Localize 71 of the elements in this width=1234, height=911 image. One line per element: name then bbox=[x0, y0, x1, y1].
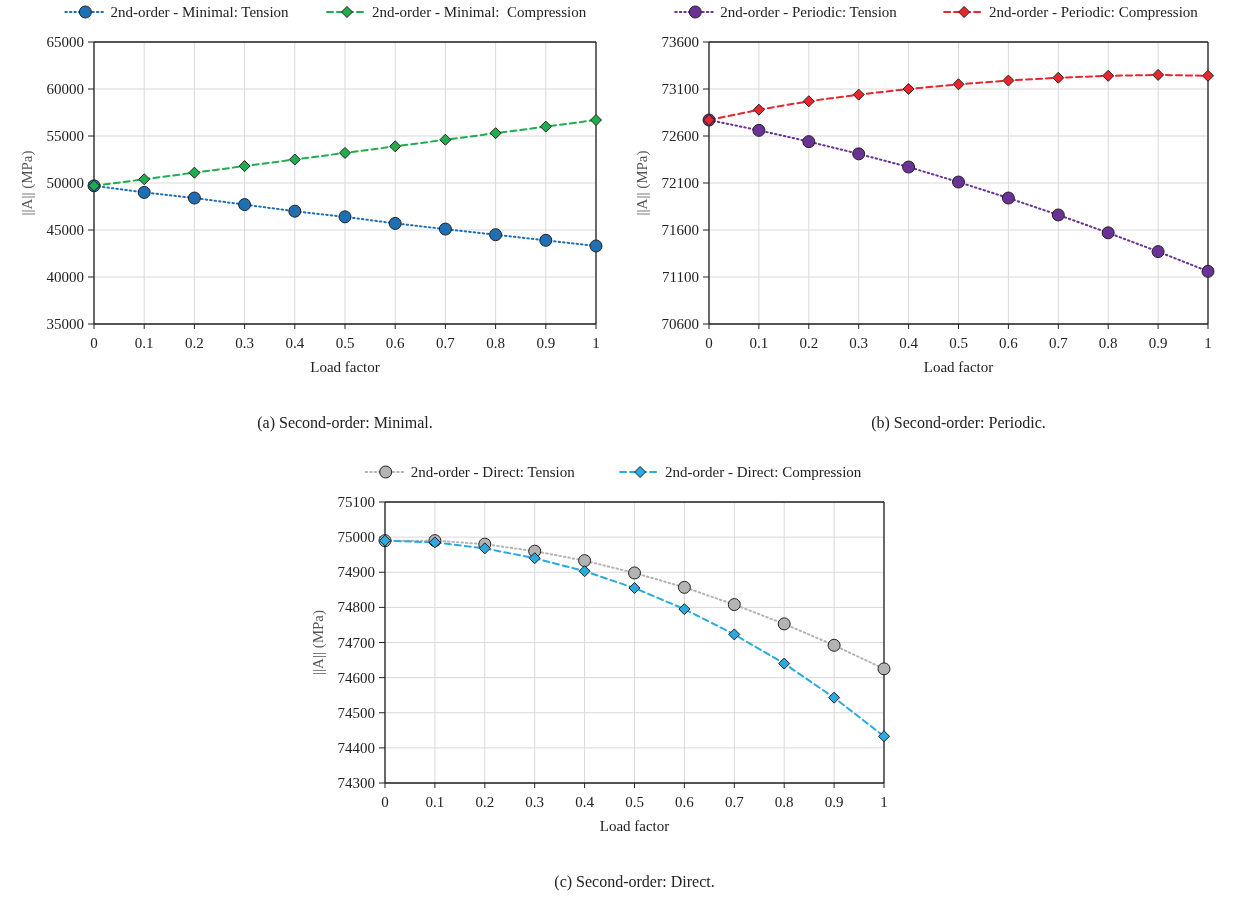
legend-label: 2nd-order - Minimal: Tension bbox=[110, 4, 290, 20]
y-tick-label: 74500 bbox=[337, 704, 375, 721]
y-tick-label: 72100 bbox=[661, 175, 699, 191]
x-tick-label: 0 bbox=[705, 335, 713, 351]
y-tick-label: 74900 bbox=[337, 564, 375, 581]
x-tick-label: 0.3 bbox=[849, 335, 869, 351]
y-tick-label: 74800 bbox=[337, 599, 375, 616]
x-tick-label: 0.7 bbox=[436, 335, 456, 351]
x-tick-label: 0.9 bbox=[1148, 335, 1168, 351]
y-tick-label: 75000 bbox=[337, 529, 375, 546]
x-axis-title: Load factor bbox=[599, 818, 670, 834]
y-tick-label: 74400 bbox=[337, 739, 375, 756]
y-axis-title: ||A|| (MPa) bbox=[634, 150, 651, 216]
x-tick-label: 0.6 bbox=[385, 335, 406, 351]
x-tick-label: 0.1 bbox=[749, 335, 769, 351]
x-axis-title: Load factor bbox=[310, 359, 380, 375]
y-tick-label: 65000 bbox=[46, 34, 84, 50]
x-tick-label: 0.6 bbox=[999, 335, 1019, 351]
legend-label: 2nd-order - Periodic: Tension bbox=[720, 4, 898, 20]
x-tick-label: 0.3 bbox=[525, 794, 545, 810]
x-tick-label: 0.5 bbox=[625, 794, 644, 810]
x-tick-label: 0.8 bbox=[774, 794, 794, 810]
legend-label: 2nd-order - Periodic: Compression bbox=[989, 4, 1199, 20]
x-tick-label: 0.8 bbox=[486, 335, 505, 351]
x-tick-label: 0.2 bbox=[185, 335, 204, 351]
x-axis-title: Load factor bbox=[923, 359, 994, 375]
y-tick-label: 70600 bbox=[661, 316, 699, 332]
y-tick-label: 74700 bbox=[337, 634, 375, 651]
y-tick-label: 40000 bbox=[46, 269, 84, 285]
y-tick-label: 71600 bbox=[661, 222, 699, 238]
y-tick-label: 71100 bbox=[662, 269, 699, 285]
text: (b) Second-order: Periodic. bbox=[871, 414, 1046, 432]
x-tick-label: 0.2 bbox=[799, 335, 819, 351]
y-tick-label: 35000 bbox=[46, 316, 84, 332]
y-axis-title: ||A|| (MPa) bbox=[19, 150, 36, 216]
x-tick-label: 1 bbox=[1204, 335, 1212, 351]
x-tick-label: 1 bbox=[880, 794, 888, 810]
legend-label: 2nd-order - Minimal: Compression bbox=[372, 4, 587, 20]
x-tick-label: 0.7 bbox=[724, 794, 745, 810]
x-tick-label: 0.4 bbox=[899, 335, 919, 351]
x-tick-label: 0.8 bbox=[1098, 335, 1118, 351]
x-tick-label: 0.7 bbox=[1048, 335, 1069, 351]
x-tick-label: 0.3 bbox=[235, 335, 254, 351]
y-tick-label: 50000 bbox=[46, 175, 84, 191]
x-tick-label: 0.5 bbox=[335, 335, 355, 351]
legend-label: 2nd-order - Direct: Compression bbox=[665, 464, 862, 480]
x-tick-label: 0.4 bbox=[575, 794, 595, 810]
text: (a) Second-order: Minimal. bbox=[257, 414, 433, 432]
y-tick-label: 74600 bbox=[337, 669, 375, 686]
x-tick-label: 0.1 bbox=[134, 335, 154, 351]
x-tick-label: 0.9 bbox=[824, 794, 844, 810]
y-tick-label: 73600 bbox=[661, 34, 699, 50]
x-tick-label: 0.9 bbox=[536, 335, 556, 351]
y-tick-label: 72600 bbox=[661, 128, 699, 144]
x-tick-label: 0 bbox=[381, 794, 389, 810]
y-axis-title: ||A|| (MPa) bbox=[310, 610, 327, 675]
y-tick-label: 45000 bbox=[46, 222, 84, 238]
x-tick-label: 0 bbox=[90, 335, 98, 351]
x-tick-label: 0.6 bbox=[675, 794, 695, 810]
y-tick-label: 73100 bbox=[661, 81, 699, 97]
x-tick-label: 0.4 bbox=[285, 335, 305, 351]
legend-label: 2nd-order - Direct: Tension bbox=[410, 464, 576, 480]
y-tick-label: 55000 bbox=[46, 128, 84, 144]
y-tick-label: 75100 bbox=[337, 494, 375, 510]
x-tick-label: 1 bbox=[592, 335, 600, 351]
x-tick-label: 0.1 bbox=[425, 794, 445, 810]
text: (c) Second-order: Direct. bbox=[554, 873, 715, 891]
y-tick-label: 60000 bbox=[46, 81, 84, 97]
y-tick-label: 74300 bbox=[337, 775, 375, 791]
x-tick-label: 0.2 bbox=[475, 794, 495, 810]
x-tick-label: 0.5 bbox=[949, 335, 968, 351]
